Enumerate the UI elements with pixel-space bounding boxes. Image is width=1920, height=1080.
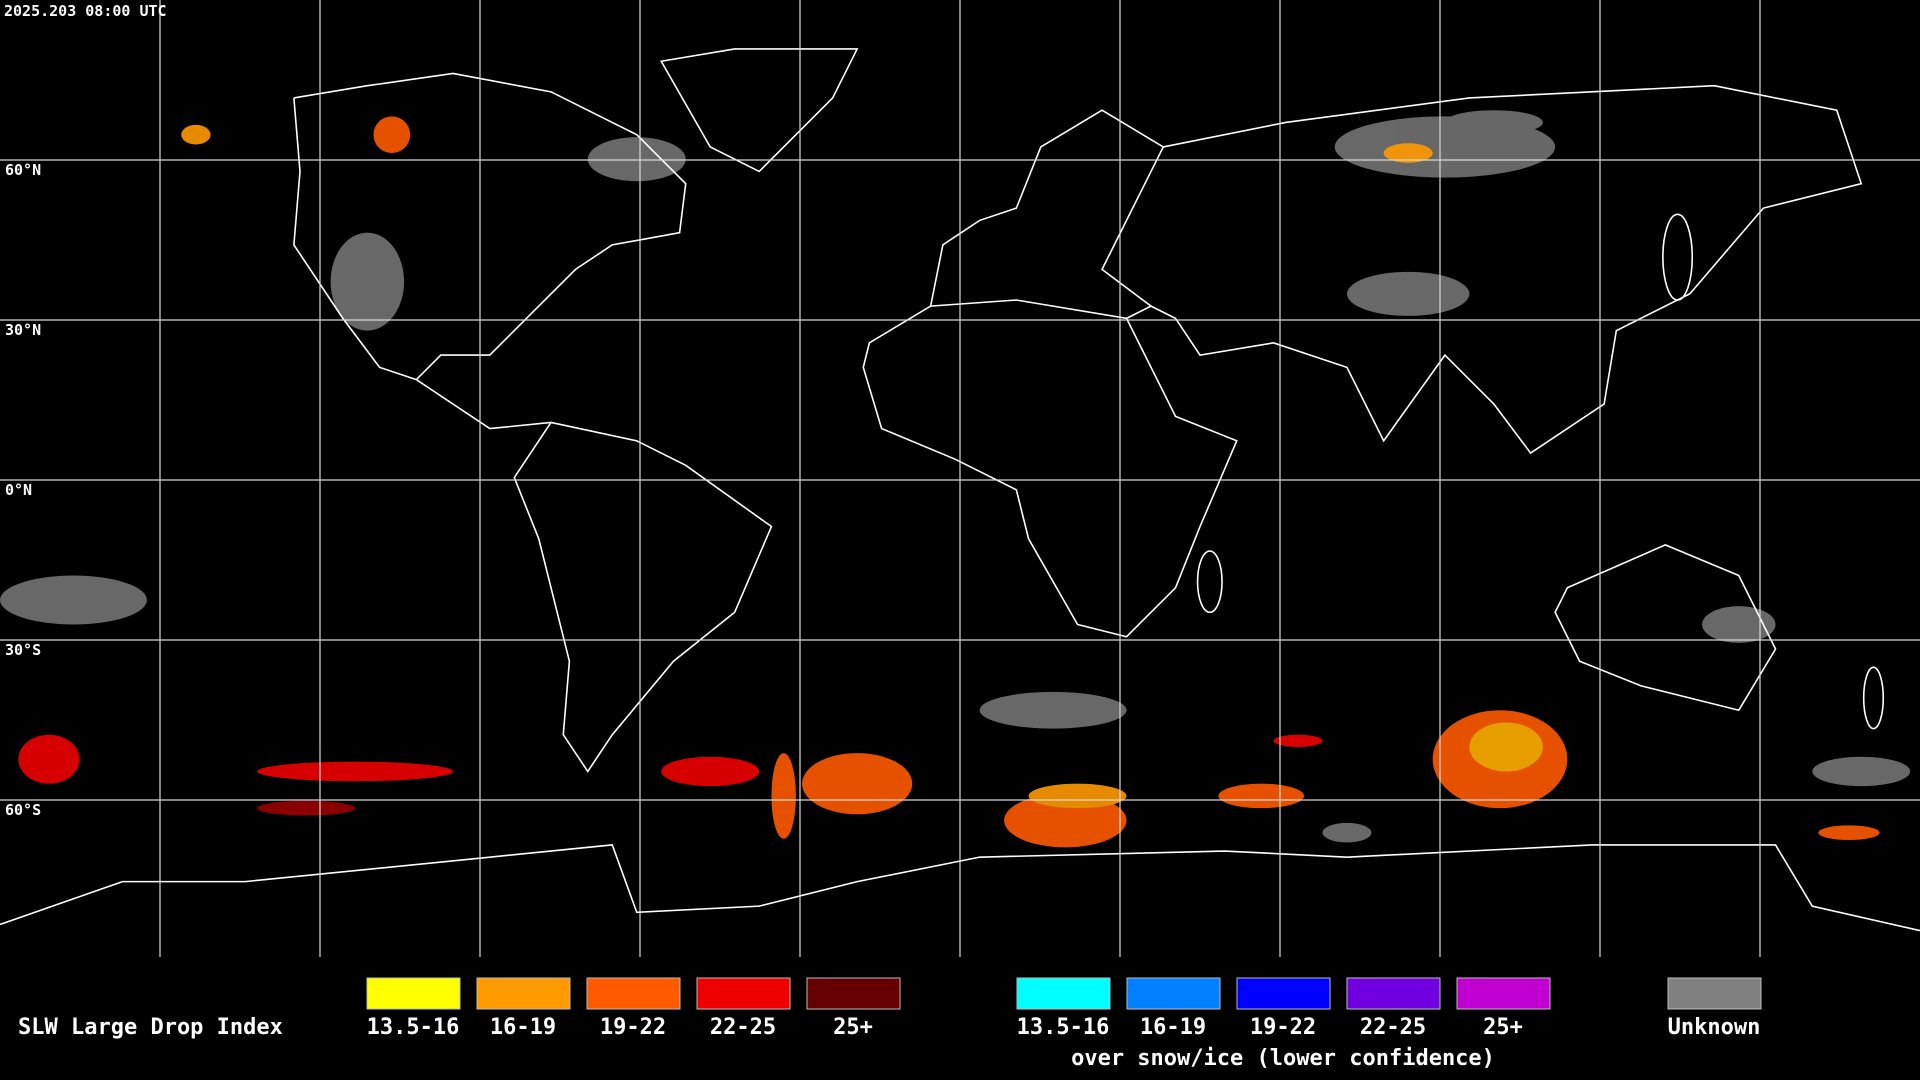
timestamp: 2025.203 08:00 UTC bbox=[4, 2, 167, 20]
legend-label: 19-22 bbox=[1250, 1015, 1316, 1040]
legend-swatch bbox=[366, 977, 461, 1010]
legend-title: SLW Large Drop Index bbox=[18, 1015, 283, 1040]
legend-swatch bbox=[1016, 977, 1111, 1010]
lat-label: 60°N bbox=[5, 161, 41, 179]
lat-label: 30°S bbox=[5, 641, 41, 659]
legend-label: 25+ bbox=[833, 1015, 873, 1040]
legend: 13.5-16 16-19 19-22 22-25 25+ 13.5-16 16-19 19-… bbox=[366, 977, 1762, 1040]
legend-swatch bbox=[1126, 977, 1221, 1010]
legend-swatch bbox=[696, 977, 791, 1010]
legend-label: 16-19 bbox=[1140, 1015, 1206, 1040]
legend-swatch bbox=[1346, 977, 1441, 1010]
legend-swatch bbox=[586, 977, 681, 1010]
lat-label: 30°N bbox=[5, 321, 41, 339]
coastlines bbox=[0, 48, 1920, 932]
legend-label: 25+ bbox=[1483, 1015, 1523, 1040]
lat-label: 0°N bbox=[5, 481, 32, 499]
unknown-cloud bbox=[0, 110, 1911, 843]
legend-label: 19-22 bbox=[600, 1015, 666, 1040]
legend-swatch bbox=[1667, 977, 1762, 1010]
graticule bbox=[0, 0, 1920, 957]
snow-caption: over snow/ice (lower confidence) bbox=[1071, 1046, 1495, 1071]
legend-label: 13.5-16 bbox=[367, 1015, 460, 1040]
cloud-field bbox=[0, 110, 1911, 848]
legend-swatch bbox=[476, 977, 571, 1010]
slw-cloud bbox=[18, 116, 1880, 848]
legend-label: 22-25 bbox=[1360, 1015, 1426, 1040]
legend-swatch bbox=[1456, 977, 1551, 1010]
legend-swatch bbox=[1236, 977, 1331, 1010]
legend-swatch bbox=[806, 977, 901, 1010]
lat-label: 60°S bbox=[5, 801, 41, 819]
lat-labels: 60°N 30°N 0°N 30°S 60°S bbox=[5, 161, 41, 819]
legend-label: 22-25 bbox=[710, 1015, 776, 1040]
legend-label: Unknown bbox=[1668, 1015, 1761, 1040]
legend-label: 16-19 bbox=[490, 1015, 556, 1040]
legend-label: 13.5-16 bbox=[1017, 1015, 1110, 1040]
